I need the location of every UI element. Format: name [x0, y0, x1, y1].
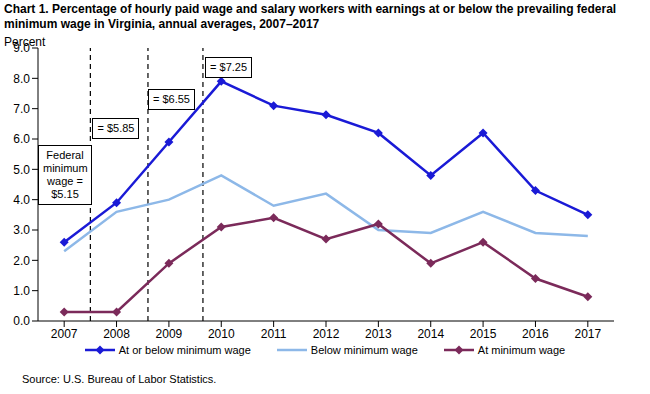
svg-text:2014: 2014	[417, 327, 444, 341]
svg-text:2.0: 2.0	[13, 254, 30, 268]
svg-text:2008: 2008	[103, 327, 130, 341]
svg-text:3.0: 3.0	[13, 223, 30, 237]
svg-text:8.0: 8.0	[13, 72, 30, 86]
svg-text:6.0: 6.0	[13, 132, 30, 146]
svg-text:0.0: 0.0	[13, 314, 30, 328]
svg-text:2009: 2009	[156, 327, 183, 341]
svg-text:2007: 2007	[51, 327, 78, 341]
svg-text:2010: 2010	[208, 327, 235, 341]
svg-text:2015: 2015	[470, 327, 497, 341]
svg-text:7.0: 7.0	[13, 102, 30, 116]
svg-text:2016: 2016	[522, 327, 549, 341]
svg-text:4.0: 4.0	[13, 193, 30, 207]
svg-text:2017: 2017	[574, 327, 601, 341]
svg-text:5.0: 5.0	[13, 163, 30, 177]
svg-text:2013: 2013	[365, 327, 392, 341]
svg-text:2011: 2011	[261, 327, 287, 341]
svg-text:2012: 2012	[313, 327, 340, 341]
svg-text:9.0: 9.0	[13, 41, 30, 55]
svg-text:1.0: 1.0	[13, 284, 30, 298]
